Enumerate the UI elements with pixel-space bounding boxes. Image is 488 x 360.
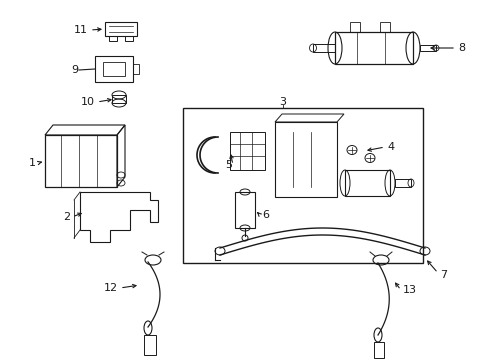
Bar <box>45 135 117 187</box>
Text: 2: 2 <box>63 212 70 222</box>
Text: 10: 10 <box>81 97 95 107</box>
Bar <box>349 22 359 32</box>
Text: 9: 9 <box>71 65 78 75</box>
Bar <box>334 32 412 64</box>
Bar <box>373 342 383 358</box>
Bar <box>345 170 389 196</box>
Text: 4: 4 <box>386 142 393 152</box>
Text: 5: 5 <box>224 160 231 170</box>
Bar <box>109 36 117 41</box>
Text: 1: 1 <box>29 158 36 168</box>
Bar <box>133 64 139 74</box>
Bar <box>143 335 156 355</box>
Text: 7: 7 <box>439 270 446 280</box>
Text: 12: 12 <box>103 283 118 293</box>
Bar <box>183 108 422 263</box>
Bar <box>105 22 137 36</box>
Bar <box>125 36 133 41</box>
Bar <box>312 44 334 52</box>
Text: 11: 11 <box>74 25 88 35</box>
Bar <box>95 56 133 82</box>
Bar <box>394 179 410 187</box>
Bar <box>229 132 264 170</box>
Bar <box>419 45 435 51</box>
Text: 8: 8 <box>457 43 464 53</box>
Bar <box>103 62 125 76</box>
Text: 6: 6 <box>262 210 268 220</box>
Text: 3: 3 <box>279 97 286 107</box>
Bar <box>235 192 254 228</box>
Text: 13: 13 <box>402 285 416 295</box>
Bar <box>379 22 389 32</box>
Bar <box>112 95 126 103</box>
Bar <box>274 122 336 197</box>
